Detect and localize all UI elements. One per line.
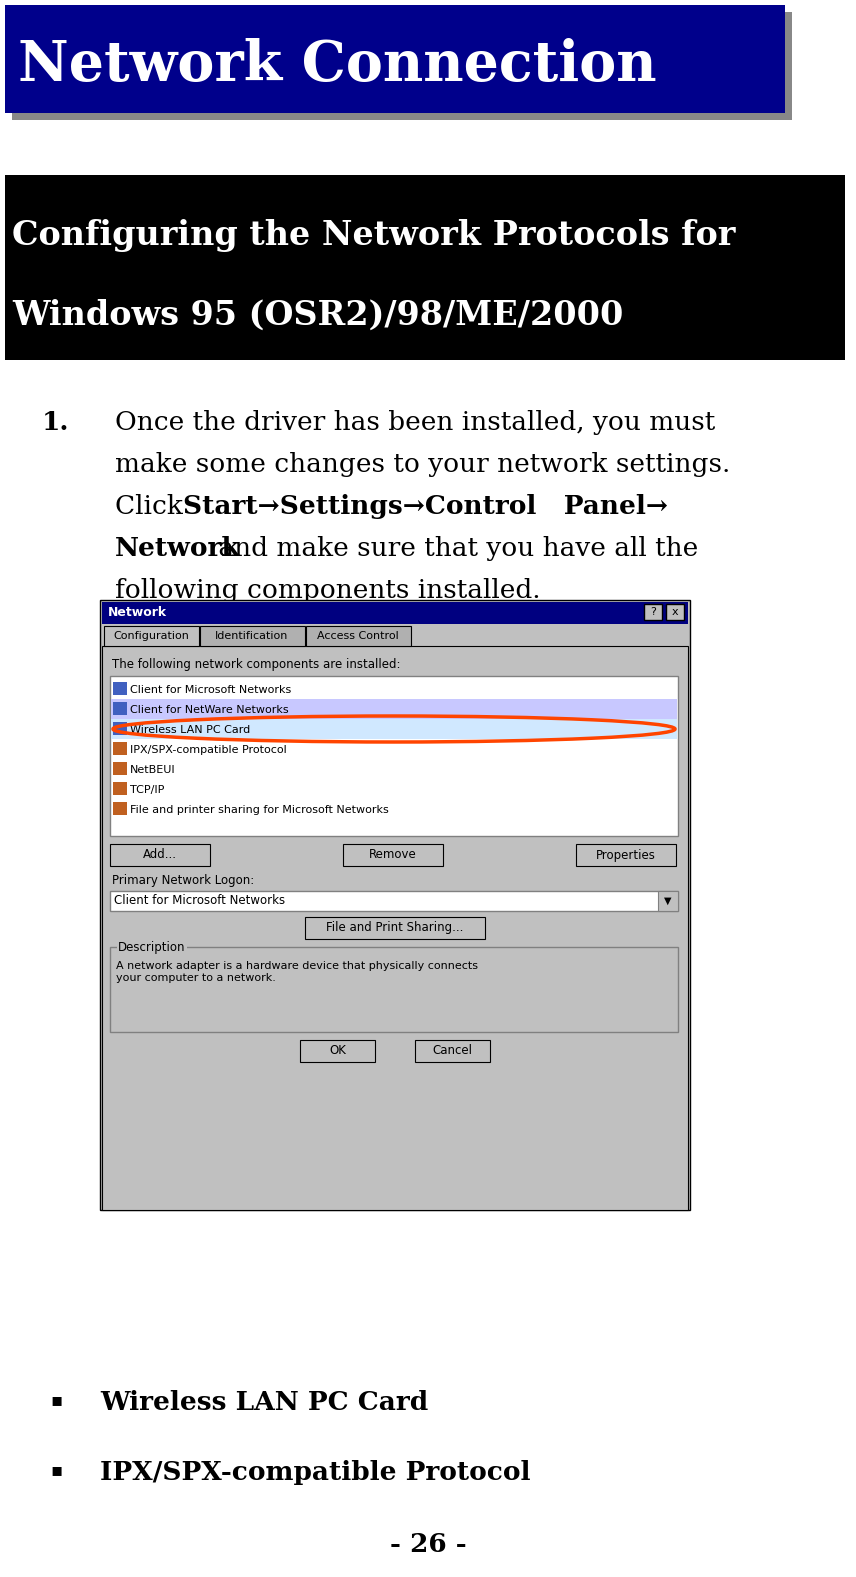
Bar (5, 175, 845, 360)
Bar (306, 626, 411, 647)
Text: Properties: Properties (596, 848, 656, 861)
Text: Cancel: Cancel (432, 1044, 473, 1058)
Text: OK: OK (329, 1044, 346, 1058)
Text: File and Print Sharing...: File and Print Sharing... (326, 921, 464, 935)
Text: - 26 -: - 26 - (389, 1533, 467, 1558)
Bar (102, 647, 688, 1210)
Text: Start→Settings→Control   Panel→: Start→Settings→Control Panel→ (183, 494, 668, 519)
Bar (305, 916, 485, 938)
Bar (110, 677, 678, 836)
Text: ▼: ▼ (664, 896, 672, 907)
Bar (113, 782, 127, 795)
Bar (113, 722, 127, 735)
Text: Wireless LAN PC Card: Wireless LAN PC Card (130, 725, 250, 735)
Text: IPX/SPX-compatible Protocol: IPX/SPX-compatible Protocol (130, 744, 287, 755)
Bar (102, 602, 688, 624)
Text: Configuring the Network Protocols for: Configuring the Network Protocols for (12, 219, 735, 251)
Bar (5, 5, 785, 114)
Bar (666, 604, 684, 620)
Text: Client for Microsoft Networks: Client for Microsoft Networks (114, 894, 285, 907)
Text: Description: Description (118, 940, 186, 954)
Text: following components installed.: following components installed. (115, 579, 541, 602)
Bar (644, 604, 662, 620)
Bar (343, 844, 443, 866)
Text: and make sure that you have all the: and make sure that you have all the (210, 536, 698, 561)
Text: TCP/IP: TCP/IP (130, 785, 164, 795)
Text: ▪: ▪ (50, 1391, 62, 1408)
Bar (113, 743, 127, 755)
Bar (12, 13, 792, 120)
Text: make some changes to your network settings.: make some changes to your network settin… (115, 453, 730, 476)
Bar (113, 762, 127, 774)
Text: Click: Click (115, 494, 208, 519)
Bar (110, 891, 678, 912)
Bar (111, 699, 677, 719)
Text: Windows 95 (OSR2)/98/ME/2000: Windows 95 (OSR2)/98/ME/2000 (12, 298, 623, 331)
Text: ▪: ▪ (50, 1460, 62, 1479)
Text: A network adapter is a hardware device that physically connects
your computer to: A network adapter is a hardware device t… (116, 960, 478, 982)
Bar (300, 1039, 375, 1061)
Bar (100, 599, 690, 1210)
Bar (113, 702, 127, 714)
Text: Network: Network (115, 536, 241, 561)
Text: Remove: Remove (369, 848, 417, 861)
Text: Access Control: Access Control (317, 631, 399, 640)
Text: 1.: 1. (42, 410, 69, 435)
Text: Wireless LAN PC Card: Wireless LAN PC Card (100, 1389, 428, 1415)
Text: Client for Microsoft Networks: Client for Microsoft Networks (130, 684, 291, 695)
Text: x: x (672, 607, 678, 617)
Text: Network: Network (108, 607, 167, 620)
Text: Configuration: Configuration (113, 631, 189, 640)
Text: The following network components are installed:: The following network components are ins… (112, 658, 401, 670)
Text: Network Connection: Network Connection (18, 38, 657, 93)
Text: Client for NetWare Networks: Client for NetWare Networks (130, 705, 288, 714)
Text: File and printer sharing for Microsoft Networks: File and printer sharing for Microsoft N… (130, 804, 389, 815)
Bar (658, 891, 678, 912)
Text: IPX/SPX-compatible Protocol: IPX/SPX-compatible Protocol (100, 1460, 531, 1486)
Bar (104, 626, 199, 647)
Bar (110, 844, 210, 866)
Bar (576, 844, 676, 866)
Bar (111, 719, 677, 740)
Text: ?: ? (650, 607, 656, 617)
Text: Once the driver has been installed, you must: Once the driver has been installed, you … (115, 410, 716, 435)
Bar (415, 1039, 490, 1061)
Text: Identification: Identification (216, 631, 288, 640)
Text: NetBEUI: NetBEUI (130, 765, 175, 774)
Bar (110, 948, 678, 1031)
Bar (200, 626, 305, 647)
Text: Primary Network Logon:: Primary Network Logon: (112, 874, 254, 886)
Bar (113, 803, 127, 815)
Bar (113, 681, 127, 695)
Text: Add...: Add... (143, 848, 177, 861)
